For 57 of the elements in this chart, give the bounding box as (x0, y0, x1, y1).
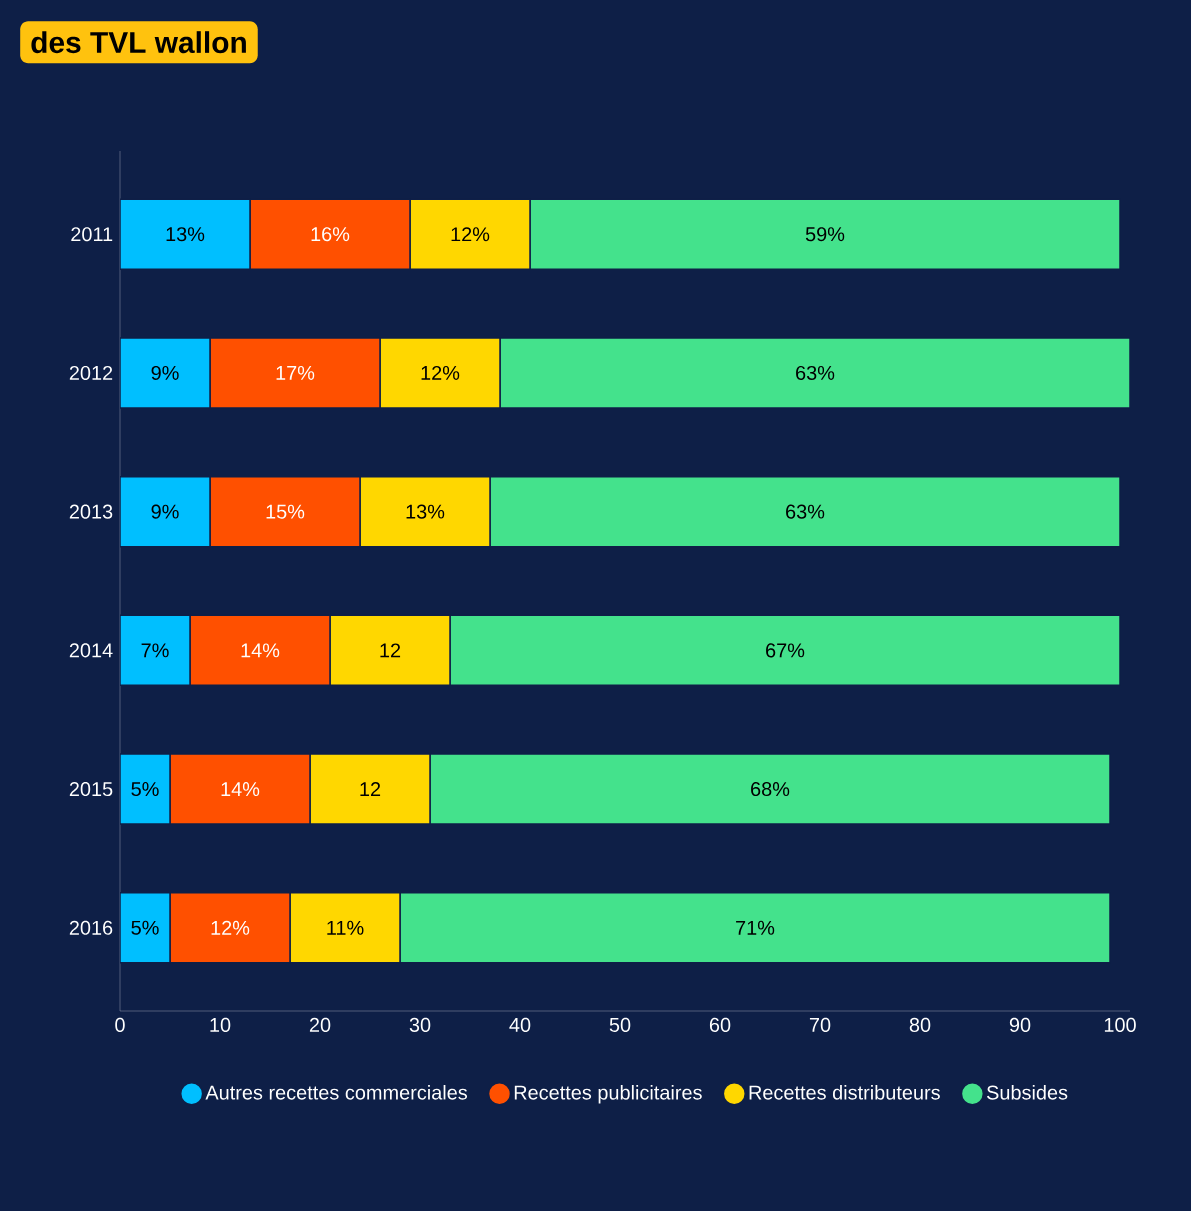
data-label: 5% (131, 920, 159, 935)
data-label: 17% (276, 365, 315, 380)
data-label: 11% (327, 920, 364, 935)
x-tick-label: 60 (709, 1017, 731, 1032)
y-tick-label: 2016 (69, 920, 113, 935)
bar (489, 475, 1121, 548)
x-tick-label: 70 (809, 1017, 831, 1032)
x-tick-label: 30 (409, 1017, 431, 1032)
data-label: 5% (131, 782, 159, 797)
bar (449, 614, 1121, 687)
bar (120, 198, 251, 270)
data-label: 16% (311, 227, 350, 242)
data-label: 12 (380, 643, 401, 658)
data-label: 13% (166, 227, 205, 242)
x-tick-label: 40 (509, 1017, 531, 1032)
data-label: 14% (221, 782, 260, 797)
data-label: 12 (360, 782, 381, 797)
chart-title: des TVL wallon (31, 31, 246, 54)
data-label: 59% (805, 227, 845, 242)
legend-label: Recettes publicitaires (514, 1085, 702, 1104)
data-label: 7% (141, 643, 169, 658)
data-label: 68% (751, 782, 790, 797)
x-tick-label: 80 (909, 1017, 931, 1032)
y-tick-label: 2013 (69, 504, 113, 519)
x-tick-label: 100 (1104, 1017, 1136, 1032)
data-label: 63% (786, 504, 825, 519)
x-tick-label: 50 (609, 1017, 631, 1032)
data-label: 9% (151, 365, 179, 380)
legend-label: Autres recettes commerciales (205, 1085, 468, 1100)
y-tick-label: 2015 (69, 782, 113, 797)
x-tick-label: 20 (309, 1017, 331, 1032)
y-tick-label: 2011 (71, 227, 113, 242)
x-tick-label: 0 (115, 1017, 125, 1032)
legend-label: Recettes distributeurs (749, 1085, 940, 1100)
bar (499, 337, 1130, 409)
bar (529, 198, 1121, 270)
data-label: 67% (766, 643, 805, 658)
data-label: 9% (151, 504, 179, 519)
data-label: 12% (421, 365, 460, 380)
data-label: 15% (266, 504, 305, 519)
bar (399, 892, 1111, 964)
data-label: 13% (406, 504, 445, 519)
legend-label: Subsides (986, 1085, 1068, 1100)
x-tick-label: 90 (1009, 1017, 1031, 1032)
data-label: 12% (451, 227, 490, 242)
data-label: 14% (241, 643, 280, 658)
data-label: 12% (211, 920, 250, 935)
y-tick-label: 2012 (69, 365, 113, 380)
bar (120, 337, 211, 409)
data-label: 71% (736, 920, 775, 935)
bar (120, 614, 191, 687)
data-label: 63% (796, 365, 835, 380)
x-tick-label: 10 (210, 1017, 231, 1032)
y-tick-label: 2014 (69, 643, 113, 658)
bar (120, 475, 211, 548)
bar (429, 753, 1111, 825)
bar (120, 892, 171, 964)
